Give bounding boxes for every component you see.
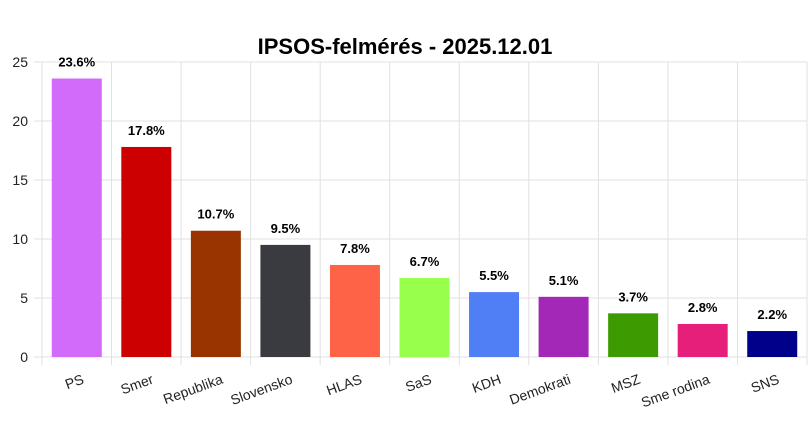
bar-republika: [190, 230, 241, 357]
grid: [34, 61, 808, 365]
bar-slovensko: [260, 244, 311, 357]
bar-demokrati: [538, 296, 589, 357]
data-label: 17.8%: [128, 123, 165, 138]
category-label: MSZ: [609, 371, 643, 396]
data-label: 9.5%: [271, 221, 301, 236]
data-label: 7.8%: [340, 241, 370, 256]
category-label: KDH: [470, 371, 503, 396]
category-label: HLAS: [324, 371, 364, 399]
category-label: Republika: [161, 371, 225, 407]
data-label: 5.5%: [479, 268, 509, 283]
bar-kdh: [469, 292, 520, 357]
chart-title: IPSOS-felmérés - 2025.12.01: [258, 34, 553, 59]
data-label: 6.7%: [410, 254, 440, 269]
category-label: Sme rodina: [639, 371, 712, 411]
bar-msz: [608, 313, 659, 357]
y-tick-label: 0: [20, 349, 28, 365]
x-axis: PS Smer Republika Slovensko HLAS SaS KDH Demokr…: [63, 371, 781, 411]
data-label: 5.1%: [549, 273, 579, 288]
bar-hlas: [329, 264, 380, 357]
category-label: Smer: [118, 371, 155, 398]
data-label: 2.2%: [757, 307, 787, 322]
bar-ps: [51, 78, 102, 358]
category-label: SNS: [749, 371, 782, 396]
bar-sas: [399, 277, 450, 357]
bar-smer: [121, 146, 172, 357]
y-axis: 0 5 10 15 20 25: [12, 54, 28, 365]
y-tick-label: 15: [12, 172, 28, 188]
bar-sme-rodina: [677, 323, 728, 357]
y-tick-label: 5: [20, 290, 28, 306]
data-label: 23.6%: [58, 55, 95, 70]
bar-sns: [747, 331, 798, 357]
data-labels: 23.6% 17.8% 10.7% 9.5% 7.8% 6.7% 5.5% 5.1% 3.7% 2…: [58, 55, 787, 323]
y-tick-label: 10: [12, 231, 28, 247]
data-label: 3.7%: [618, 289, 648, 304]
category-label: Demokrati: [507, 371, 572, 408]
data-label: 10.7%: [197, 207, 234, 222]
y-tick-label: 20: [12, 113, 28, 129]
bars: [51, 78, 798, 358]
category-label: Slovensko: [228, 371, 294, 408]
category-label: SaS: [403, 371, 433, 395]
category-label: PS: [63, 371, 86, 392]
data-label: 2.8%: [688, 300, 718, 315]
y-tick-label: 25: [12, 54, 28, 70]
